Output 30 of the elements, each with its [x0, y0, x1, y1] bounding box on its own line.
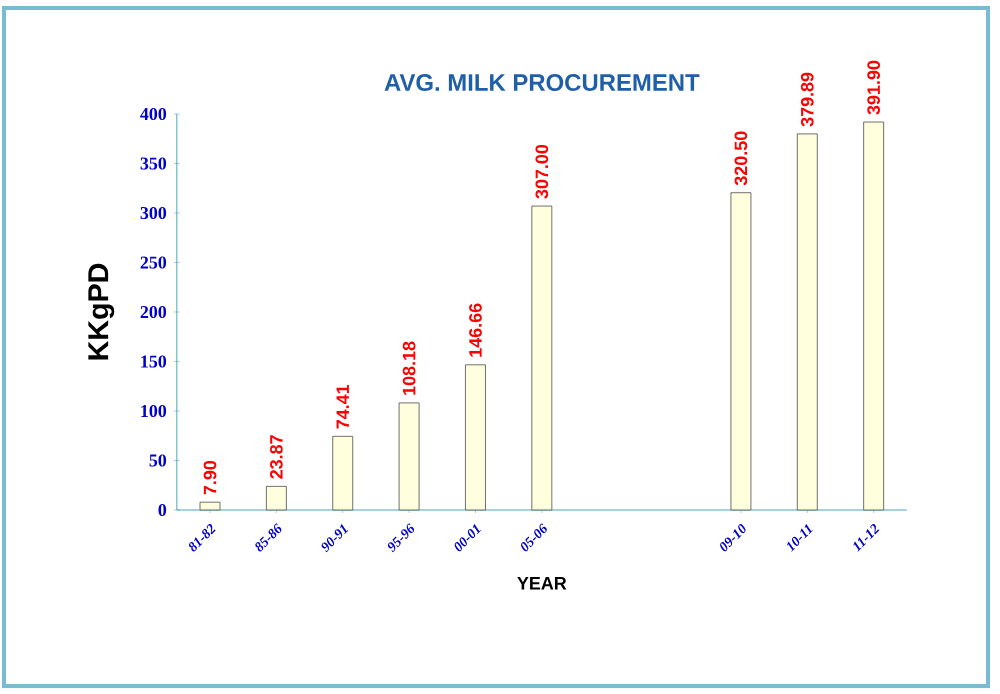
bar	[531, 205, 553, 511]
y-tick-label: 300	[140, 206, 167, 220]
y-tick-label: 150	[141, 355, 167, 368]
data-label: 23.87	[270, 435, 283, 479]
y-tick-label: 50	[149, 454, 167, 467]
data-label: 391.90	[867, 60, 880, 115]
y-tick-label: 0	[158, 503, 167, 517]
data-label: 146.66	[469, 303, 482, 357]
y-tick-label: 250	[140, 256, 167, 269]
data-label: 74.41	[336, 384, 349, 429]
bar	[863, 121, 885, 511]
y-tick-label: 400	[140, 107, 167, 121]
data-label: 108.18	[402, 341, 416, 395]
chart-title: AVG. MILK PROCUREMENT	[384, 74, 700, 91]
bar	[730, 192, 752, 511]
y-tick-label: 100	[141, 404, 167, 418]
data-label: 379.89	[800, 72, 814, 127]
bar	[199, 501, 221, 511]
bar	[796, 133, 818, 511]
bar	[398, 402, 420, 511]
y-tick-label: 350	[140, 157, 167, 170]
bar	[332, 435, 354, 511]
y-axis-title: KKgPD	[88, 263, 115, 360]
bar	[265, 485, 287, 511]
bar	[465, 364, 486, 511]
data-label: 307.00	[535, 144, 549, 199]
x-axis-title: YEAR	[517, 577, 567, 590]
data-label: 320.50	[734, 131, 748, 186]
data-label: 7.90	[203, 460, 217, 495]
y-tick-label: 200	[140, 305, 167, 319]
